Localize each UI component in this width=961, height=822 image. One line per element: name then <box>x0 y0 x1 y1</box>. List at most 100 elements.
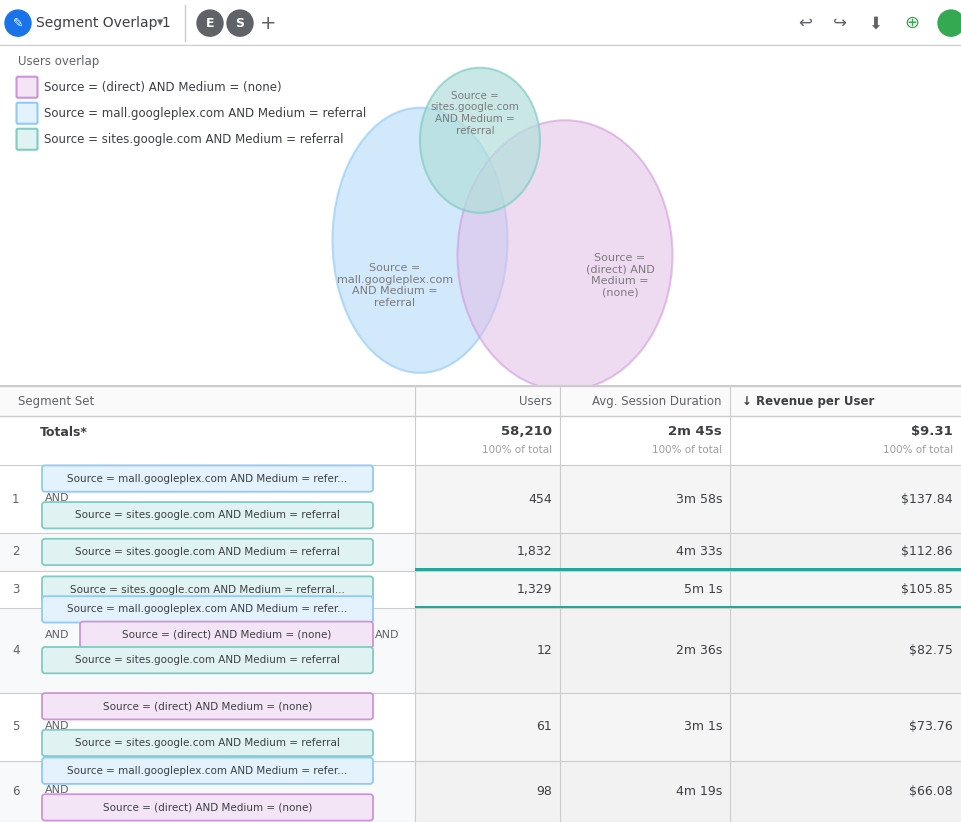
Text: Avg. Session Duration: Avg. Session Duration <box>593 395 722 408</box>
Bar <box>0 417 961 465</box>
Text: Source = sites.google.com AND Medium = referral: Source = sites.google.com AND Medium = r… <box>75 738 340 748</box>
Text: 4m 19s: 4m 19s <box>676 785 722 798</box>
Text: $105.85: $105.85 <box>901 583 953 596</box>
Bar <box>560 570 730 608</box>
FancyBboxPatch shape <box>42 758 373 784</box>
Bar <box>0 761 961 822</box>
Text: 100% of total: 100% of total <box>652 445 722 455</box>
FancyBboxPatch shape <box>42 538 373 565</box>
Bar <box>560 693 730 761</box>
FancyBboxPatch shape <box>42 730 373 756</box>
Text: Users: Users <box>519 395 552 408</box>
Bar <box>730 570 961 608</box>
Ellipse shape <box>457 120 673 390</box>
Text: 4: 4 <box>12 644 19 658</box>
FancyBboxPatch shape <box>16 103 37 124</box>
Text: Source = sites.google.com AND Medium = referral...: Source = sites.google.com AND Medium = r… <box>70 584 345 594</box>
FancyBboxPatch shape <box>42 502 373 529</box>
Text: $82.75: $82.75 <box>909 644 953 658</box>
Text: Source = mall.googleplex.com AND Medium = refer...: Source = mall.googleplex.com AND Medium … <box>67 473 348 483</box>
Text: 3m 58s: 3m 58s <box>676 492 722 506</box>
Text: 2m 45s: 2m 45s <box>668 425 722 437</box>
Text: Source = (direct) AND Medium = (none): Source = (direct) AND Medium = (none) <box>103 701 312 711</box>
Text: $66.08: $66.08 <box>909 785 953 798</box>
Text: 3: 3 <box>12 583 19 596</box>
Text: 98: 98 <box>536 785 552 798</box>
Text: Source = sites.google.com AND Medium = referral: Source = sites.google.com AND Medium = r… <box>75 655 340 665</box>
Text: AND: AND <box>45 630 69 640</box>
Text: ⊕: ⊕ <box>904 14 920 32</box>
Text: 1,329: 1,329 <box>516 583 552 596</box>
Bar <box>415 465 560 533</box>
Text: 1,832: 1,832 <box>516 546 552 558</box>
Text: $73.76: $73.76 <box>909 720 953 733</box>
FancyBboxPatch shape <box>80 621 373 648</box>
Text: Source = mall.googleplex.com AND Medium = refer...: Source = mall.googleplex.com AND Medium … <box>67 766 348 776</box>
Text: 6: 6 <box>12 785 19 798</box>
FancyBboxPatch shape <box>42 576 373 603</box>
Bar <box>730 693 961 761</box>
Text: ↓ Revenue per User: ↓ Revenue per User <box>742 395 875 408</box>
FancyBboxPatch shape <box>42 794 373 820</box>
Text: Segment Set: Segment Set <box>18 395 94 408</box>
Text: 5m 1s: 5m 1s <box>683 583 722 596</box>
Text: 4m 33s: 4m 33s <box>676 546 722 558</box>
Bar <box>730 608 961 693</box>
Text: Source = (direct) AND Medium = (none): Source = (direct) AND Medium = (none) <box>44 81 282 94</box>
Text: AND: AND <box>45 786 69 796</box>
Bar <box>730 533 961 570</box>
Text: 5: 5 <box>12 720 19 733</box>
Text: Source =
(direct) AND
Medium =
(none): Source = (direct) AND Medium = (none) <box>585 253 654 298</box>
Text: $9.31: $9.31 <box>911 425 953 437</box>
Bar <box>0 533 961 570</box>
Text: 2m 36s: 2m 36s <box>676 644 722 658</box>
FancyBboxPatch shape <box>42 596 373 622</box>
Text: Source = mall.googleplex.com AND Medium = referral: Source = mall.googleplex.com AND Medium … <box>44 107 366 120</box>
Bar <box>0 608 961 693</box>
FancyBboxPatch shape <box>16 76 37 98</box>
FancyBboxPatch shape <box>42 647 373 673</box>
Text: 3m 1s: 3m 1s <box>683 720 722 733</box>
Text: ▾: ▾ <box>157 16 163 30</box>
Bar <box>0 386 961 417</box>
FancyBboxPatch shape <box>42 465 373 492</box>
FancyBboxPatch shape <box>42 693 373 719</box>
Text: ⬇: ⬇ <box>868 14 882 32</box>
Circle shape <box>5 10 31 36</box>
Text: ↩: ↩ <box>798 14 812 32</box>
Text: 1: 1 <box>12 492 19 506</box>
Text: Source = (direct) AND Medium = (none): Source = (direct) AND Medium = (none) <box>122 630 332 640</box>
Bar <box>0 693 961 761</box>
Bar <box>415 761 560 822</box>
Text: Users overlap: Users overlap <box>18 55 99 67</box>
Bar <box>0 465 961 533</box>
Bar <box>415 570 560 608</box>
Text: Source = mall.googleplex.com AND Medium = refer...: Source = mall.googleplex.com AND Medium … <box>67 604 348 614</box>
Bar <box>730 761 961 822</box>
Text: 61: 61 <box>536 720 552 733</box>
Circle shape <box>197 10 223 36</box>
Bar <box>0 570 961 608</box>
Text: ↪: ↪ <box>833 14 847 32</box>
Text: 100% of total: 100% of total <box>481 445 552 455</box>
Bar <box>560 761 730 822</box>
Text: AND: AND <box>45 493 69 503</box>
Text: $137.84: $137.84 <box>901 492 953 506</box>
Bar <box>560 608 730 693</box>
Circle shape <box>938 10 961 36</box>
Text: Source =
mall.googleplex.com
AND Medium =
referral: Source = mall.googleplex.com AND Medium … <box>337 263 453 307</box>
Text: S: S <box>235 16 244 30</box>
Text: AND: AND <box>45 721 69 731</box>
Ellipse shape <box>333 108 507 373</box>
Bar <box>415 693 560 761</box>
Text: E: E <box>206 16 214 30</box>
Text: 2: 2 <box>12 546 19 558</box>
Text: Source = (direct) AND Medium = (none): Source = (direct) AND Medium = (none) <box>103 802 312 812</box>
Bar <box>730 465 961 533</box>
Text: AND: AND <box>375 630 400 640</box>
Bar <box>560 533 730 570</box>
Text: $112.86: $112.86 <box>901 546 953 558</box>
Ellipse shape <box>420 67 540 213</box>
Text: Source = sites.google.com AND Medium = referral: Source = sites.google.com AND Medium = r… <box>75 547 340 557</box>
Bar <box>560 465 730 533</box>
